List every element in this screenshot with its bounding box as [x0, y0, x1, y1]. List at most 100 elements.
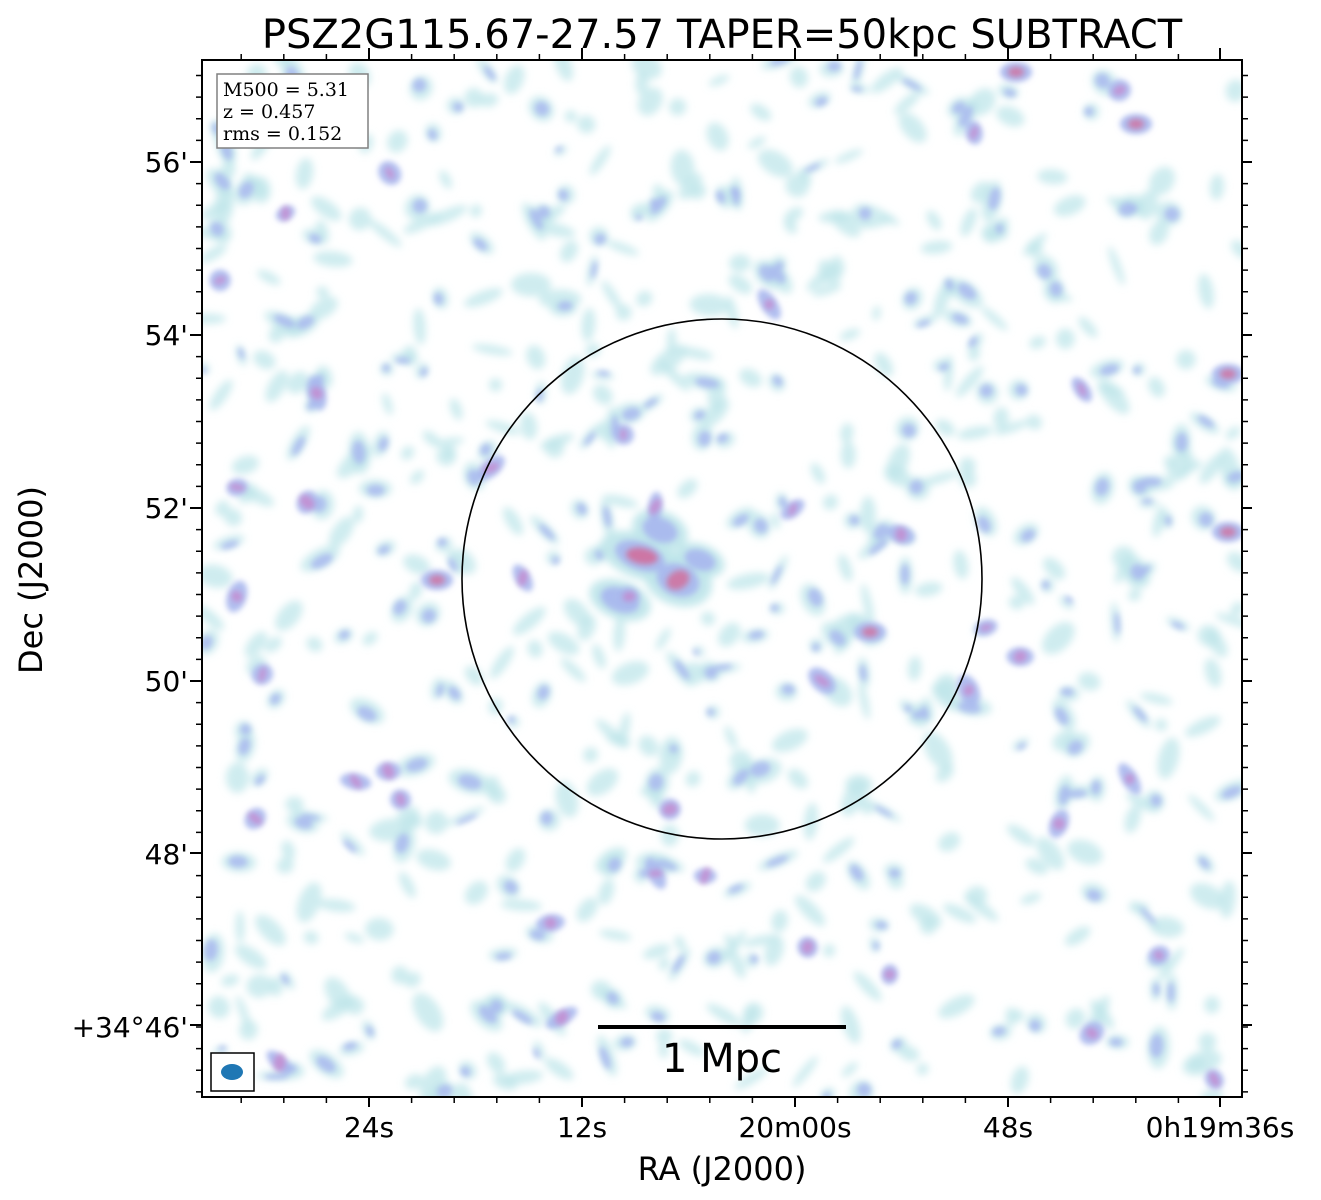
emission-blob — [1021, 529, 1036, 542]
emission-blob — [635, 214, 643, 221]
emission-blob — [689, 293, 730, 317]
emission-blob — [729, 949, 746, 979]
emission-blob — [872, 305, 881, 321]
emission-blob — [576, 897, 598, 922]
emission-blob — [398, 871, 416, 898]
emission-blob — [1150, 916, 1184, 938]
emission-blob — [770, 512, 781, 530]
emission-blob — [406, 758, 428, 772]
emission-blob — [658, 359, 690, 392]
emission-blob — [1114, 612, 1120, 635]
emission-blob — [310, 553, 333, 569]
info-redshift: z = 0.457 — [223, 101, 315, 123]
emission-blob — [953, 549, 969, 580]
emission-blob — [242, 486, 275, 507]
emission-blob — [1204, 996, 1220, 1014]
emission-blob — [721, 930, 747, 963]
emission-blob — [916, 319, 931, 328]
emission-blob — [1133, 480, 1147, 494]
emission-blob — [1204, 658, 1222, 688]
emission-blob — [859, 664, 867, 682]
emission-blob — [650, 196, 667, 214]
emission-blob — [677, 347, 714, 360]
emission-blob — [551, 556, 560, 565]
emission-blob — [253, 350, 276, 370]
emission-blob — [264, 1073, 289, 1080]
emission-blob — [367, 219, 402, 248]
emission-blob — [424, 810, 448, 834]
emission-blob — [601, 494, 639, 508]
emission-blob — [533, 1047, 540, 1059]
emission-blob — [257, 269, 281, 285]
emission-blob — [804, 163, 821, 173]
emission-blob — [606, 992, 619, 1004]
emission-blob — [938, 363, 950, 371]
emission-blob — [1187, 1057, 1206, 1071]
emission-blob — [695, 377, 719, 389]
emission-blob — [622, 407, 641, 421]
emission-blob — [1037, 169, 1068, 185]
emission-blob — [854, 60, 862, 81]
emission-blob — [1026, 414, 1043, 430]
emission-blob — [858, 682, 870, 720]
emission-blob — [970, 181, 992, 203]
emission-blob — [235, 995, 251, 1028]
emission-blob — [859, 496, 876, 533]
emission-blob — [970, 125, 978, 140]
emission-blob — [248, 812, 262, 825]
emission-blob — [464, 87, 484, 108]
emission-blob — [615, 304, 632, 321]
emission-blob — [560, 658, 586, 682]
y-tick-label: 54' — [145, 319, 188, 352]
emission-blob — [803, 802, 819, 841]
y-tick-label: 50' — [145, 665, 188, 698]
emission-blob — [840, 1005, 861, 1044]
emission-blob — [1042, 580, 1050, 590]
emission-blob — [959, 457, 976, 475]
emission-blob — [822, 944, 836, 958]
emission-blob — [306, 636, 323, 652]
emission-blob — [701, 398, 730, 428]
emission-blob — [576, 503, 587, 515]
emission-blob — [281, 840, 296, 860]
emission-blob — [993, 407, 1009, 430]
emission-blob — [273, 314, 296, 328]
emission-blob — [636, 290, 653, 307]
emission-blob — [238, 181, 254, 199]
emission-blob — [1042, 621, 1075, 655]
emission-blob — [757, 149, 793, 178]
emission-blob — [630, 203, 654, 217]
emission-blob — [427, 129, 437, 141]
emission-blob — [1197, 624, 1221, 647]
emission-blob — [1166, 456, 1191, 481]
emission-blob — [1140, 907, 1156, 925]
emission-blob — [865, 204, 900, 226]
emission-blob — [1130, 564, 1145, 580]
emission-blob — [770, 604, 779, 612]
emission-blob — [1077, 382, 1087, 397]
emission-blob — [202, 313, 227, 324]
emission-blob — [486, 1052, 506, 1074]
x-tick-label: 12s — [557, 1111, 607, 1144]
emission-blob — [648, 773, 664, 791]
emission-blob — [1058, 785, 1070, 805]
emission-blob — [510, 272, 552, 297]
emission-blob — [228, 855, 248, 868]
emission-blob — [1091, 780, 1101, 795]
x-tick-label: 20m00s — [738, 1111, 851, 1144]
emission-blob — [827, 61, 841, 72]
emission-blob — [202, 605, 225, 631]
emission-blob — [672, 954, 685, 973]
emission-blob — [1008, 595, 1025, 610]
emission-blob — [490, 999, 503, 1013]
emission-blob — [449, 398, 463, 420]
emission-blob — [1037, 264, 1052, 279]
emission-blob — [436, 446, 457, 466]
emission-blob — [754, 518, 768, 534]
emission-blob — [202, 635, 213, 650]
emission-blob — [787, 768, 809, 789]
emission-blob — [505, 848, 526, 872]
emission-blob — [603, 506, 612, 528]
emission-blob — [902, 423, 916, 438]
emission-blob — [635, 71, 649, 95]
